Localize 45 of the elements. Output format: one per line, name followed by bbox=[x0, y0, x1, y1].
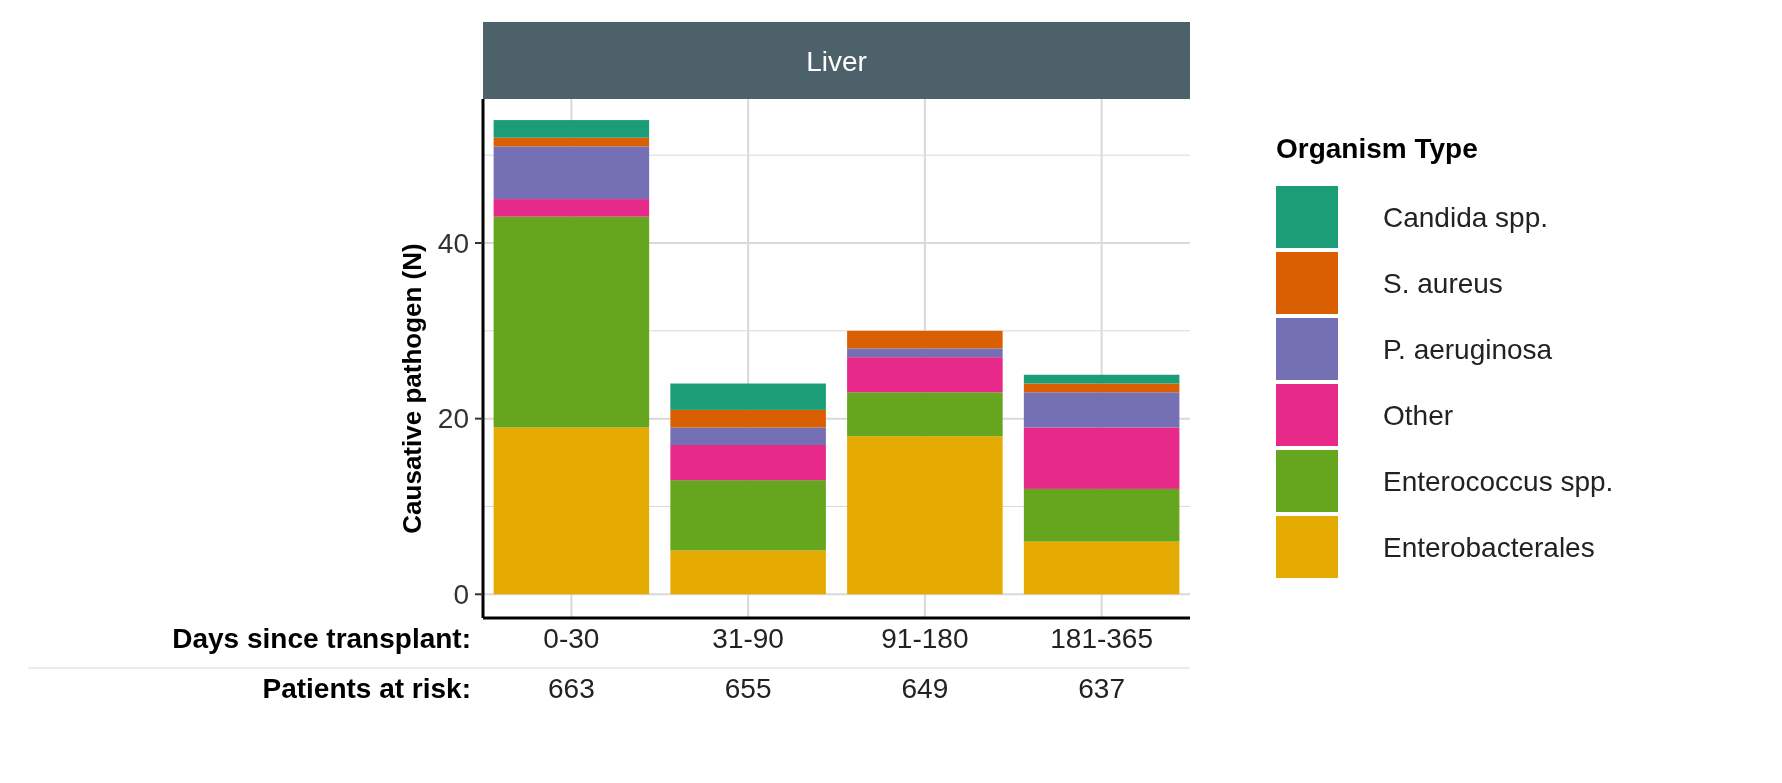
text: 649 bbox=[901, 673, 949, 704]
bar bbox=[847, 357, 1003, 393]
x-axis-title: Days since transplant: bbox=[172, 623, 471, 654]
legend-label: Enterobacterales bbox=[1383, 531, 1595, 563]
chart-title: Liver bbox=[806, 45, 867, 77]
bar bbox=[493, 216, 650, 428]
bar bbox=[1023, 541, 1180, 595]
legend-title: Organism Type bbox=[1276, 133, 1478, 164]
bar bbox=[847, 436, 1003, 595]
text: Patients at risk: bbox=[262, 673, 471, 704]
y-tick-label: 40 bbox=[437, 227, 469, 259]
bar bbox=[1023, 427, 1180, 489]
bar bbox=[493, 199, 650, 217]
bar bbox=[493, 427, 650, 595]
legend-label: S. aureus bbox=[1383, 267, 1503, 299]
bar bbox=[493, 146, 650, 200]
legend-label: Candida spp. bbox=[1383, 201, 1549, 233]
legend-label: Enterococcus spp. bbox=[1383, 465, 1614, 497]
bar bbox=[670, 480, 826, 551]
legend-label: P. aeruginosa bbox=[1383, 333, 1553, 365]
y-axis-title: Causative pathogen (N) bbox=[397, 243, 427, 534]
legend-label: Other bbox=[1383, 399, 1454, 431]
bar bbox=[1023, 383, 1180, 393]
bar bbox=[670, 427, 826, 445]
x-tick-label: 0-30 bbox=[543, 623, 600, 654]
bar bbox=[1023, 392, 1180, 428]
x-tick-label: 91-180 bbox=[881, 623, 969, 654]
bar bbox=[670, 409, 826, 428]
x-tick-label: 31-90 bbox=[712, 623, 784, 654]
bar bbox=[493, 137, 650, 147]
bar bbox=[1023, 374, 1180, 384]
text: 637 bbox=[1078, 673, 1125, 704]
bar bbox=[493, 120, 650, 138]
bar bbox=[847, 330, 1003, 349]
x-tick-label: 181-365 bbox=[1050, 623, 1154, 654]
bar bbox=[847, 348, 1003, 358]
y-tick-label: 20 bbox=[437, 403, 469, 435]
bar bbox=[670, 445, 826, 481]
y-tick-label: 0 bbox=[453, 579, 469, 611]
text: 663 bbox=[548, 673, 595, 704]
bar bbox=[1023, 488, 1180, 542]
text: 655 bbox=[724, 673, 772, 704]
bar bbox=[847, 392, 1003, 437]
bar bbox=[670, 550, 826, 595]
bar bbox=[670, 383, 826, 410]
